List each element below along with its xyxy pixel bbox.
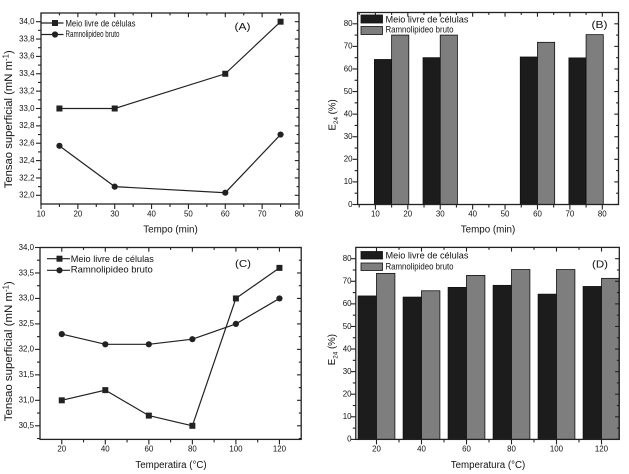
svg-text:-1: -1 <box>2 285 11 292</box>
svg-text:80: 80 <box>344 19 353 28</box>
svg-text:31,5: 31,5 <box>19 370 35 379</box>
svg-text:100: 100 <box>550 444 564 453</box>
svg-text:40: 40 <box>468 210 477 219</box>
svg-text:70: 70 <box>565 210 574 219</box>
svg-text:20: 20 <box>57 444 66 453</box>
svg-text:24: 24 <box>333 117 340 125</box>
svg-text:): ) <box>3 281 15 285</box>
svg-text:Ramnolipideo bruto: Ramnolipideo bruto <box>66 29 120 39</box>
svg-text:20: 20 <box>372 444 381 453</box>
svg-text:80: 80 <box>188 444 197 453</box>
svg-text:70: 70 <box>344 42 353 51</box>
svg-text:Meio livre de células: Meio livre de células <box>71 254 154 264</box>
svg-text:80: 80 <box>507 444 516 453</box>
svg-text:32,0: 32,0 <box>19 345 35 354</box>
svg-text:70: 70 <box>258 210 267 219</box>
svg-text:Meio livre de células: Meio livre de células <box>386 14 469 24</box>
svg-text:32,2: 32,2 <box>19 173 34 182</box>
svg-text:34,0: 34,0 <box>19 17 35 26</box>
svg-text:Tempo (min): Tempo (min) <box>143 224 197 235</box>
svg-text:32,6: 32,6 <box>19 139 35 148</box>
svg-text:50: 50 <box>184 210 193 219</box>
svg-text:Tensao superficial (mN m: Tensao superficial (mN m <box>3 61 15 188</box>
svg-text:33,2: 33,2 <box>19 86 34 95</box>
svg-text:50: 50 <box>344 87 353 96</box>
svg-text:Meio livre de células: Meio livre de células <box>66 18 136 28</box>
svg-text:(B): (B) <box>592 20 608 31</box>
svg-text:30: 30 <box>436 210 445 219</box>
svg-text:33,6: 33,6 <box>19 52 35 61</box>
svg-text:120: 120 <box>595 444 609 453</box>
svg-text:Tempo (min): Tempo (min) <box>461 224 515 235</box>
svg-text:60: 60 <box>144 444 153 453</box>
svg-text:50: 50 <box>343 322 352 331</box>
svg-text:Temperatira (°C): Temperatira (°C) <box>135 460 206 471</box>
svg-text:(A): (A) <box>235 22 251 33</box>
svg-text:70: 70 <box>343 277 352 286</box>
svg-text:0: 0 <box>348 200 353 209</box>
svg-text:10: 10 <box>344 177 353 186</box>
svg-text:24: 24 <box>332 351 339 359</box>
svg-text:0: 0 <box>347 435 352 444</box>
svg-text:32,5: 32,5 <box>19 319 35 328</box>
svg-text:30,5: 30,5 <box>19 421 35 430</box>
svg-text:Ramnolipideo bruto: Ramnolipideo bruto <box>386 261 454 271</box>
svg-text:32,4: 32,4 <box>19 156 35 165</box>
svg-text:20: 20 <box>73 210 82 219</box>
svg-text:): ) <box>3 50 15 54</box>
svg-text:50: 50 <box>501 210 510 219</box>
svg-text:Ramnolipideo bruto: Ramnolipideo bruto <box>386 25 454 35</box>
svg-text:33,0: 33,0 <box>19 104 35 113</box>
svg-text:33,4: 33,4 <box>19 69 35 78</box>
svg-text:-1: -1 <box>2 54 11 61</box>
svg-text:33,8: 33,8 <box>19 34 35 43</box>
svg-text:80: 80 <box>598 210 607 219</box>
svg-text:40: 40 <box>417 444 426 453</box>
svg-text:10: 10 <box>371 210 380 219</box>
svg-text:31,0: 31,0 <box>19 396 35 405</box>
svg-text:32,8: 32,8 <box>19 121 35 130</box>
svg-text:40: 40 <box>344 109 353 118</box>
svg-text:30: 30 <box>110 210 119 219</box>
svg-text:80: 80 <box>343 254 352 263</box>
svg-text:32,0: 32,0 <box>19 191 35 200</box>
svg-text:Ramnolipideo bruto: Ramnolipideo bruto <box>71 265 153 275</box>
svg-text:30: 30 <box>344 132 353 141</box>
svg-text:10: 10 <box>343 412 352 421</box>
svg-text:20: 20 <box>343 390 352 399</box>
svg-text:40: 40 <box>101 444 110 453</box>
svg-text:E: E <box>328 124 339 131</box>
svg-text:33,5: 33,5 <box>19 268 35 277</box>
svg-text:60: 60 <box>462 444 471 453</box>
svg-text:100: 100 <box>229 444 243 453</box>
svg-text:E: E <box>327 358 338 365</box>
svg-text:120: 120 <box>273 444 287 453</box>
svg-text:(%): (%) <box>327 334 338 352</box>
svg-text:34,0: 34,0 <box>19 243 35 252</box>
svg-text:Meio livre de células: Meio livre de células <box>386 251 469 261</box>
svg-text:Temperatura (°C): Temperatura (°C) <box>451 460 525 471</box>
svg-text:40: 40 <box>343 344 352 353</box>
svg-text:Tensao superficial (mN m: Tensao superficial (mN m <box>3 292 15 421</box>
svg-text:60: 60 <box>221 210 230 219</box>
svg-text:33,0: 33,0 <box>19 294 35 303</box>
svg-text:20: 20 <box>344 155 353 164</box>
svg-text:60: 60 <box>533 210 542 219</box>
svg-text:(C): (C) <box>235 259 251 270</box>
svg-text:20: 20 <box>403 210 412 219</box>
svg-text:60: 60 <box>344 64 353 73</box>
svg-text:10: 10 <box>37 210 46 219</box>
svg-text:60: 60 <box>343 299 352 308</box>
svg-text:(%): (%) <box>328 99 339 117</box>
svg-text:30: 30 <box>343 367 352 376</box>
svg-text:40: 40 <box>147 210 156 219</box>
svg-text:(D): (D) <box>592 260 608 271</box>
svg-text:80: 80 <box>295 210 304 219</box>
